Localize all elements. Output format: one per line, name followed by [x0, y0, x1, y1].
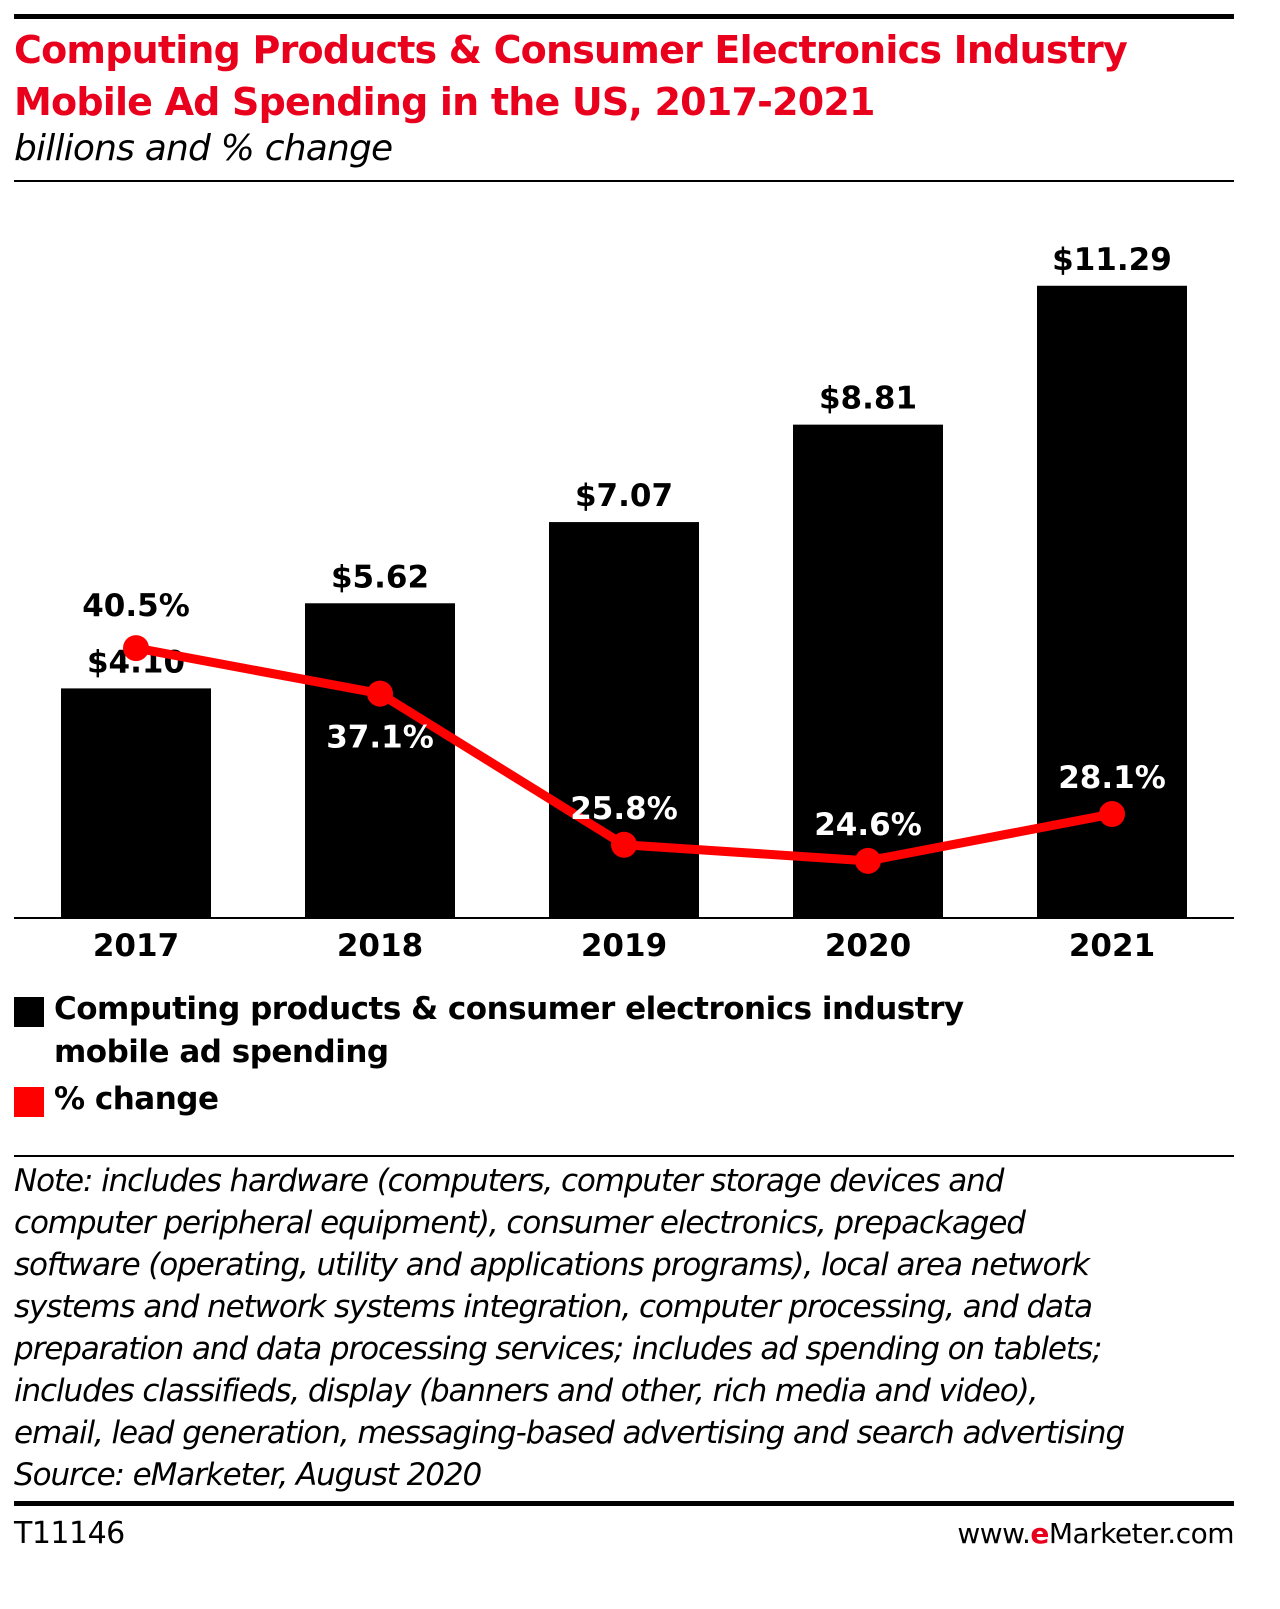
brand-name: Marketer: [1048, 1517, 1168, 1550]
change-label-2020: 24.6%: [814, 807, 922, 843]
brand-url-prefix: www.: [957, 1517, 1031, 1550]
bar-2017: [61, 688, 211, 918]
chart-title-line-2: Mobile Ad Spending in the US, 2017-2021: [14, 80, 875, 124]
change-point-2020: [855, 847, 881, 874]
brand-e-logo: e: [1030, 1517, 1049, 1550]
change-point-2018: [367, 680, 393, 707]
legend-label-spending: Computing products & consumer electronic…: [54, 988, 1014, 1074]
change-label-2018: 37.1%: [326, 720, 434, 756]
chart-subtitle: billions and % change: [14, 128, 393, 169]
bar-2018: [305, 603, 455, 918]
footer-rule: [14, 1501, 1234, 1506]
legend-item-spending: Computing products & consumer electronic…: [14, 988, 1014, 1078]
change-point-2021: [1099, 801, 1125, 828]
x-tick-labels: 2017 2018 2019 2020 2021: [93, 928, 1155, 964]
header-rule: [14, 180, 1234, 182]
note-line-2: computer peripheral equipment), consumer…: [14, 1205, 1026, 1241]
bar-value-label-2020: $8.81: [819, 381, 917, 417]
x-tick-label-2021: 2021: [1069, 928, 1155, 964]
note: Note: includes hardware (computers, comp…: [14, 1160, 1244, 1496]
legend-item-change: % change: [14, 1081, 1014, 1126]
legend-label-spending-line-1: Computing products & consumer electronic…: [54, 991, 964, 1027]
brand-url: www.eMarketer.com: [957, 1514, 1234, 1554]
note-line-4: systems and network systems integration,…: [14, 1289, 1093, 1325]
legend-label-change-line-1: % change: [54, 1081, 219, 1117]
legend-label-change: % change: [54, 1078, 1014, 1121]
chart-id: T11146: [14, 1516, 125, 1551]
x-tick-label-2020: 2020: [825, 928, 911, 964]
chart-title-line-1: Computing Products & Consumer Electronic…: [14, 28, 1128, 72]
change-label-2021: 28.1%: [1058, 760, 1166, 796]
bar-2020: [793, 424, 943, 918]
legend: Computing products & consumer electronic…: [14, 988, 1234, 1128]
change-label-2017: 40.5%: [82, 588, 190, 624]
note-rule: [14, 1155, 1234, 1157]
brand-url-suffix: .com: [1167, 1517, 1234, 1550]
legend-label-spending-line-2: mobile ad spending: [54, 1034, 389, 1070]
note-line-1: Note: includes hardware (computers, comp…: [14, 1163, 1004, 1199]
note-line-7: email, lead generation, messaging-based …: [14, 1415, 1125, 1451]
change-label-2019: 25.8%: [570, 791, 678, 827]
top-rule: [14, 14, 1234, 19]
note-line-3: software (operating, utility and applica…: [14, 1247, 1090, 1283]
note-line-6: includes classifieds, display (banners a…: [14, 1373, 1038, 1409]
change-point-2019: [611, 831, 637, 858]
chart: $4.10$5.62$7.07$8.81$11.29 2017 2018 2019 2…: [14, 242, 1234, 964]
x-tick-label-2019: 2019: [581, 928, 667, 964]
chart-title: Computing Products & Consumer Electronic…: [14, 24, 1234, 128]
legend-swatch-change: [14, 1087, 44, 1117]
legend-swatch-spending: [14, 997, 44, 1027]
bar-2019: [549, 522, 699, 918]
x-tick-label-2017: 2017: [93, 928, 179, 964]
change-point-2017: [123, 635, 149, 662]
x-tick-label-2018: 2018: [337, 928, 423, 964]
bar-value-label-2019: $7.07: [575, 478, 673, 514]
bar-value-label-2018: $5.62: [331, 559, 429, 595]
source-line: Source: eMarketer, August 2020: [14, 1457, 482, 1493]
change-line-layer: 40.5% 37.1% 25.8% 24.6% 28.1%: [82, 588, 1166, 874]
bar-value-label-2021: $11.29: [1052, 242, 1172, 278]
note-line-5: preparation and data processing services…: [14, 1331, 1102, 1367]
